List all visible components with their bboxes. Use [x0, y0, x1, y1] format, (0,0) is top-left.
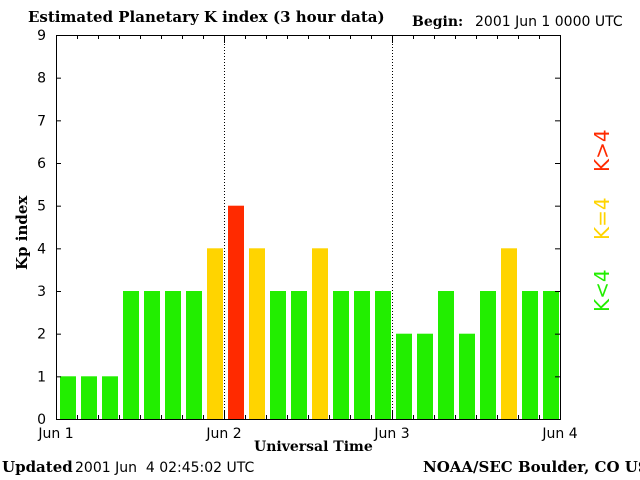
- chart-title: Estimated Planetary K index (3 hour data…: [28, 8, 385, 26]
- x-tick-label-jun-3: Jun 3: [373, 426, 409, 442]
- legend-k-less-than-4: K<4: [590, 269, 614, 312]
- x-tick-labels: Jun 1 Jun 2 Jun 3 Jun 4: [37, 426, 577, 442]
- kp-bar-23: [522, 291, 538, 419]
- kp-bar-6: [165, 291, 181, 419]
- y-tick-label-3: 3: [37, 284, 46, 300]
- kp-bar-18: [417, 333, 433, 419]
- x-tick-label-jun-1: Jun 1: [37, 426, 73, 442]
- begin-label: Begin:: [412, 14, 464, 30]
- kp-bar-9: [228, 205, 244, 419]
- y-axis-label: Kp index: [13, 195, 31, 270]
- kp-bar-14: [333, 291, 349, 419]
- legend-k-equals-4: K=4: [590, 197, 614, 240]
- kp-bar-24: [543, 291, 559, 419]
- kp-bar-3: [102, 376, 118, 419]
- axis-ticks: [56, 35, 561, 420]
- x-tick-label-jun-2: Jun 2: [205, 426, 241, 442]
- y-tick-label-9: 9: [37, 28, 46, 44]
- kp-bar-20: [459, 333, 475, 419]
- kp-bar-11: [270, 291, 286, 419]
- y-tick-label-8: 8: [37, 71, 46, 87]
- y-tick-label-5: 5: [37, 199, 46, 215]
- y-tick-label-2: 2: [37, 327, 46, 343]
- kp-bar-4: [123, 291, 139, 419]
- y-tick-label-6: 6: [37, 156, 46, 172]
- x-tick-label-jun-4: Jun 4: [541, 426, 577, 442]
- kp-bar-12: [291, 291, 307, 419]
- kp-bar-7: [186, 291, 202, 419]
- kp-bar-22: [501, 248, 517, 419]
- kp-bar-21: [480, 291, 496, 419]
- x-axis-label: Universal Time: [254, 439, 373, 455]
- y-tick-label-0: 0: [37, 412, 46, 428]
- kp-bar-1: [60, 376, 76, 419]
- kp-bar-2: [81, 376, 97, 419]
- bars-layer: [60, 205, 559, 419]
- organization-credit: NOAA/SEC Boulder, CO USA: [423, 458, 640, 476]
- y-tick-label-4: 4: [37, 241, 46, 257]
- kp-bar-17: [396, 333, 412, 419]
- kp-bar-15: [354, 291, 370, 419]
- y-tick-label-1: 1: [37, 369, 46, 385]
- y-tick-label-7: 7: [37, 113, 46, 129]
- kp-bar-13: [312, 248, 328, 419]
- kp-bar-8: [207, 248, 223, 419]
- updated-timestamp: 2001 Jun 4 02:45:02 UTC: [75, 460, 255, 476]
- day-separators: [224, 35, 393, 419]
- kp-bar-19: [438, 291, 454, 419]
- begin-value: 2001 Jun 1 0000 UTC: [475, 14, 623, 30]
- kp-bar-16: [375, 291, 391, 419]
- updated-label: Updated: [2, 458, 73, 476]
- kp-bar-10: [249, 248, 265, 419]
- y-tick-labels: 0 1 2 3 4 5 6 7 8 9: [37, 28, 46, 428]
- kp-bar-5: [144, 291, 160, 419]
- legend-k-greater-than-4: K>4: [590, 129, 614, 172]
